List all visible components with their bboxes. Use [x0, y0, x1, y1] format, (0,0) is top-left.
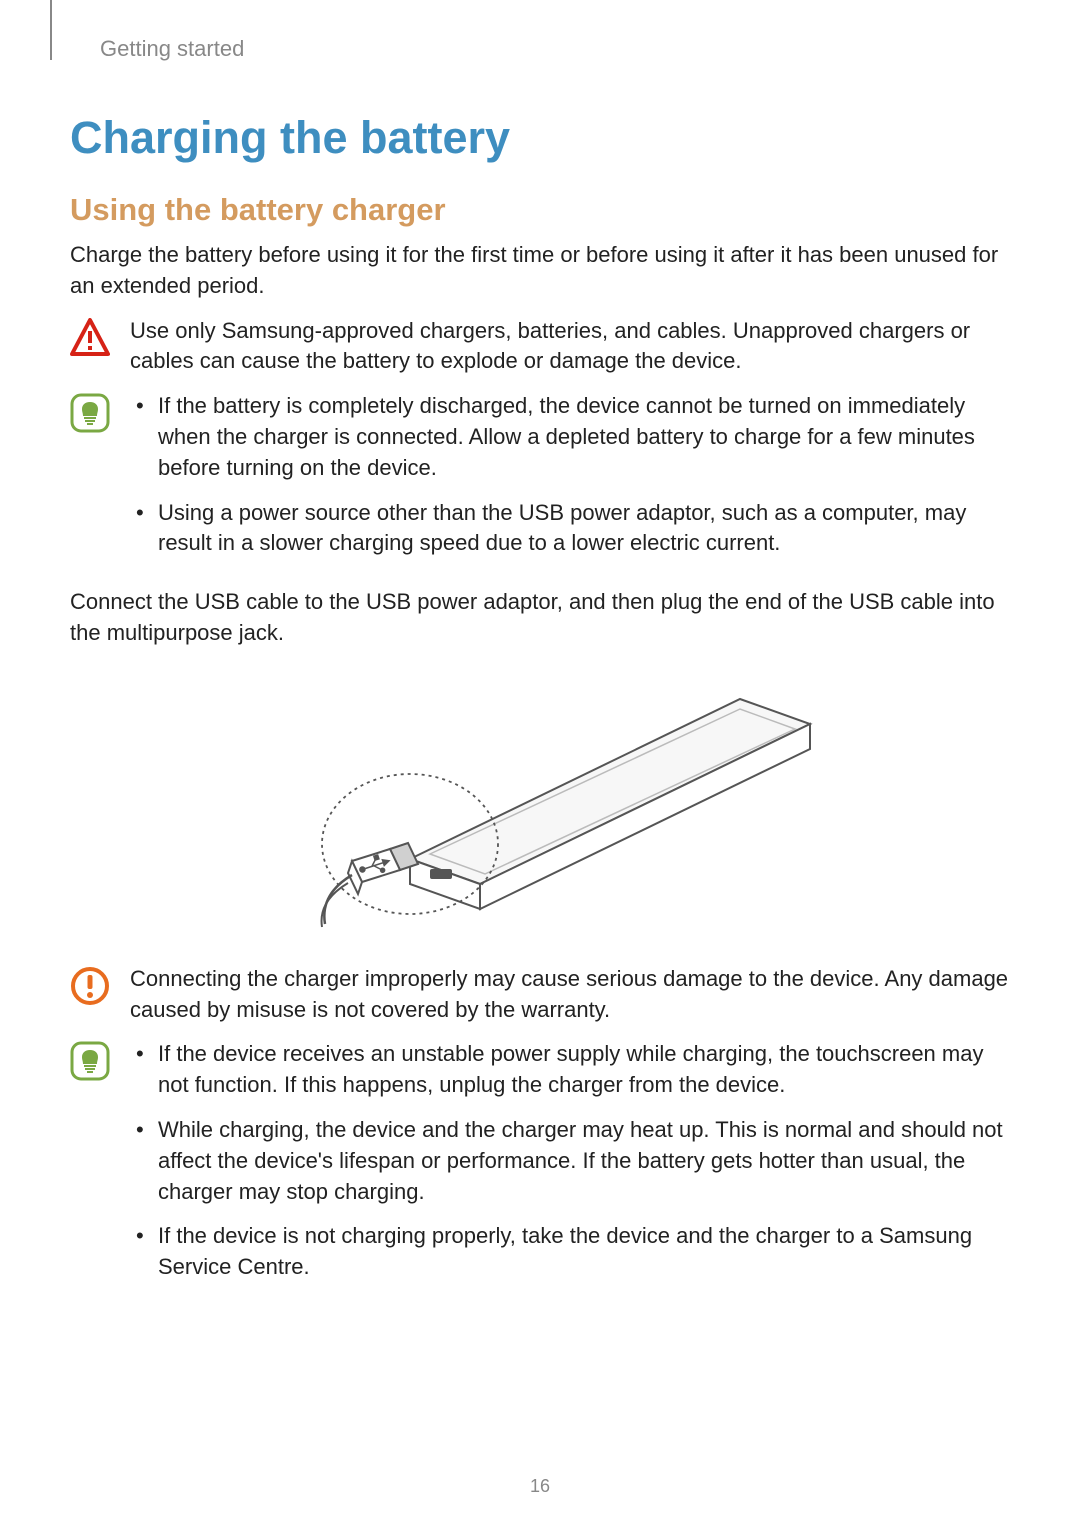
caution-text: Connecting the charger improperly may ca… — [130, 964, 1010, 1026]
note-callout-1: If the battery is completely discharged,… — [70, 391, 1010, 573]
intro-text: Charge the battery before using it for t… — [70, 240, 1010, 302]
section-subtitle: Using the battery charger — [70, 192, 1010, 228]
note-list-1: If the battery is completely discharged,… — [130, 391, 1010, 559]
note-body-1: If the battery is completely discharged,… — [130, 391, 1010, 573]
note-list-2: If the device receives an unstable power… — [130, 1039, 1010, 1283]
warning-callout: Use only Samsung-approved chargers, batt… — [70, 316, 1010, 378]
caution-icon — [70, 966, 110, 1006]
margin-rule — [50, 0, 52, 60]
page: Getting started Charging the battery Usi… — [0, 0, 1080, 1527]
page-title: Charging the battery — [70, 112, 1010, 164]
note-callout-2: If the device receives an unstable power… — [70, 1039, 1010, 1297]
page-number: 16 — [0, 1476, 1080, 1497]
warning-text: Use only Samsung-approved chargers, batt… — [130, 316, 1010, 378]
note-body-2: If the device receives an unstable power… — [130, 1039, 1010, 1297]
charging-illustration — [70, 669, 1010, 934]
caution-callout: Connecting the charger improperly may ca… — [70, 964, 1010, 1026]
list-item: If the battery is completely discharged,… — [130, 391, 1010, 483]
list-item: Using a power source other than the USB … — [130, 498, 1010, 560]
warning-icon — [70, 318, 110, 358]
breadcrumb: Getting started — [100, 36, 1010, 62]
list-item: If the device receives an unstable power… — [130, 1039, 1010, 1101]
list-item: While charging, the device and the charg… — [130, 1115, 1010, 1207]
note-icon — [70, 393, 110, 433]
note-icon — [70, 1041, 110, 1081]
list-item: If the device is not charging properly, … — [130, 1221, 1010, 1283]
connect-text: Connect the USB cable to the USB power a… — [70, 587, 1010, 649]
